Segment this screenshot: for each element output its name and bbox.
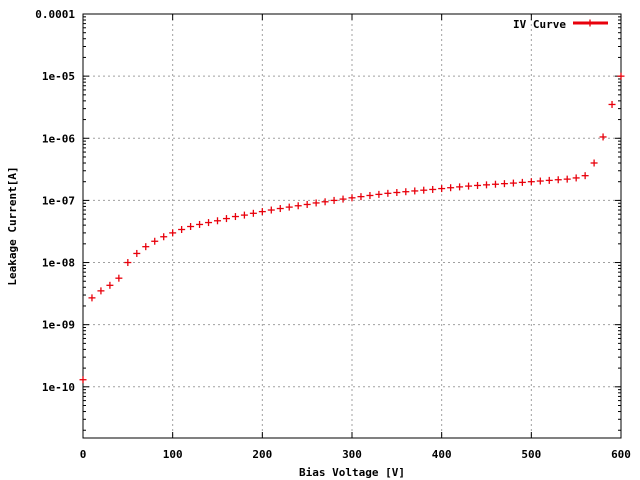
data-point bbox=[258, 208, 266, 216]
data-point bbox=[178, 226, 186, 234]
data-point bbox=[545, 176, 553, 184]
data-point bbox=[88, 294, 96, 302]
data-point bbox=[133, 249, 141, 257]
x-tick-label: 600 bbox=[611, 448, 631, 461]
data-point bbox=[590, 159, 598, 167]
data-point bbox=[303, 200, 311, 208]
data-point bbox=[447, 184, 455, 192]
data-point bbox=[106, 281, 114, 289]
data-point bbox=[79, 376, 87, 384]
data-point bbox=[231, 213, 239, 221]
x-tick-label: 300 bbox=[342, 448, 362, 461]
x-tick-label: 500 bbox=[521, 448, 541, 461]
data-point bbox=[124, 259, 132, 267]
data-point bbox=[465, 182, 473, 190]
x-tick-label: 0 bbox=[80, 448, 87, 461]
data-point bbox=[599, 133, 607, 141]
y-tick-label: 1e-06 bbox=[42, 132, 75, 145]
data-point bbox=[402, 188, 410, 196]
data-point bbox=[375, 190, 383, 198]
data-point bbox=[384, 189, 392, 197]
y-tick-label: 1e-10 bbox=[42, 381, 75, 394]
data-point bbox=[312, 199, 320, 207]
data-point bbox=[554, 176, 562, 184]
data-point bbox=[438, 185, 446, 193]
data-point bbox=[420, 186, 428, 194]
legend-marker-plus bbox=[586, 19, 594, 27]
data-point bbox=[527, 178, 535, 186]
data-point bbox=[366, 191, 374, 199]
data-point bbox=[483, 181, 490, 189]
data-point bbox=[240, 211, 248, 219]
legend-swatch-marker bbox=[586, 19, 594, 27]
data-point bbox=[348, 194, 356, 202]
data-point bbox=[169, 229, 177, 237]
data-point bbox=[214, 217, 221, 225]
data-point bbox=[321, 198, 329, 206]
y-tick-label: 1e-08 bbox=[42, 257, 75, 270]
data-point bbox=[509, 179, 517, 187]
data-point bbox=[572, 174, 580, 182]
data-points bbox=[79, 72, 625, 384]
axis-ticks bbox=[82, 13, 622, 438]
y-axis-label: Leakage Current[A] bbox=[6, 166, 19, 285]
data-point bbox=[357, 193, 365, 201]
grid bbox=[83, 14, 621, 438]
data-point bbox=[491, 180, 499, 188]
data-point bbox=[429, 185, 437, 193]
y-tick-label: 1e-05 bbox=[42, 70, 75, 83]
data-point bbox=[151, 237, 159, 245]
data-point bbox=[518, 178, 526, 186]
y-tick-labels: 1e-10 1e-09 1e-08 1e-07 1e-06 1e-05 0.0001 bbox=[35, 8, 75, 394]
x-tick-label: 400 bbox=[432, 448, 452, 461]
data-point bbox=[115, 274, 123, 282]
data-point bbox=[205, 219, 213, 227]
data-point bbox=[187, 223, 195, 231]
data-point bbox=[617, 72, 625, 80]
data-point bbox=[249, 209, 257, 217]
y-tick-label: 1e-07 bbox=[42, 194, 75, 207]
data-point bbox=[97, 287, 105, 295]
data-point bbox=[142, 243, 150, 251]
data-point bbox=[339, 195, 347, 203]
data-point bbox=[456, 183, 464, 191]
y-tick-label: 1e-09 bbox=[42, 319, 75, 332]
data-point bbox=[276, 205, 284, 213]
data-point bbox=[393, 189, 401, 197]
data-point bbox=[581, 172, 589, 180]
x-tick-label: 200 bbox=[252, 448, 272, 461]
x-tick-label: 100 bbox=[163, 448, 183, 461]
data-point bbox=[196, 220, 204, 228]
x-tick-labels: 0 100 200 300 400 500 600 bbox=[80, 448, 631, 461]
legend-label-iv-curve: IV Curve bbox=[513, 18, 566, 31]
x-axis-label: Bias Voltage [V] bbox=[299, 466, 405, 479]
data-point bbox=[563, 175, 571, 183]
data-point bbox=[285, 203, 293, 211]
data-point bbox=[222, 215, 230, 223]
legend: IV Curve bbox=[513, 18, 608, 31]
data-point bbox=[294, 202, 302, 210]
data-point bbox=[500, 180, 508, 188]
data-point bbox=[536, 177, 544, 185]
y-tick-label: 0.0001 bbox=[35, 8, 75, 21]
data-point bbox=[160, 233, 168, 241]
data-point bbox=[474, 181, 482, 189]
data-point bbox=[267, 206, 275, 214]
data-point bbox=[330, 196, 338, 204]
data-point bbox=[608, 100, 616, 108]
data-point bbox=[411, 187, 419, 195]
